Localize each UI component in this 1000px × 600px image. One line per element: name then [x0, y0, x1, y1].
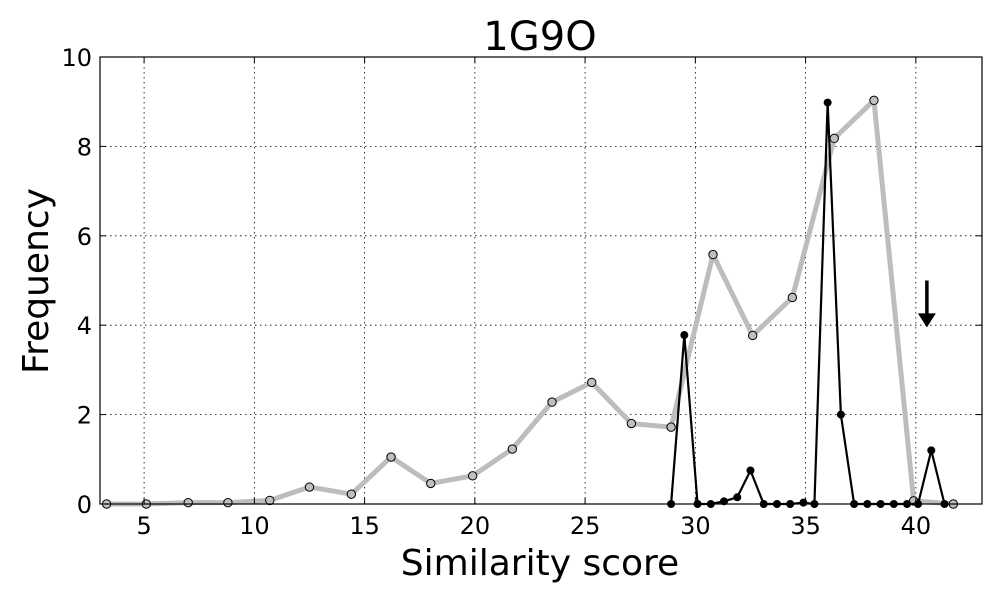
series-gray-point — [626, 418, 637, 429]
series-gray-point — [666, 422, 676, 432]
y-tick-label: 4 — [77, 312, 92, 340]
series-gray-point — [869, 95, 879, 106]
y-tick-labels: 0 2 4 6 8 10 — [61, 44, 92, 519]
x-tick-label: 25 — [570, 512, 601, 540]
x-tick-labels: 5 10 15 20 25 30 35 40 — [136, 512, 931, 540]
series-black-point — [680, 331, 689, 340]
series-gray-point — [223, 497, 233, 508]
y-tick-label: 10 — [61, 44, 92, 72]
series-gray-point — [265, 495, 275, 506]
x-tick-label: 10 — [239, 512, 270, 540]
x-axis-title: Similarity score — [401, 543, 679, 584]
y-tick-label: 0 — [77, 491, 92, 519]
series-black-line — [669, 101, 946, 506]
annotations — [917, 280, 936, 328]
series-black-point — [799, 498, 808, 507]
series-gray-line — [106, 97, 954, 507]
series-gray-point — [747, 330, 758, 341]
series-gray-point — [829, 133, 839, 144]
x-tick-label: 5 — [136, 512, 151, 540]
y-tick-label: 8 — [77, 133, 92, 161]
chart-title: 1G9O — [483, 14, 596, 60]
series-gray-point — [304, 482, 315, 492]
series-gray-point — [183, 497, 193, 508]
series-gray-point — [426, 478, 436, 489]
series-black-point — [746, 466, 755, 475]
series-black-point — [823, 98, 832, 107]
y-axis-title: Frequency — [16, 188, 57, 374]
y-tick-label: 6 — [77, 223, 92, 251]
series-gray-point — [587, 377, 597, 388]
series-black-point — [720, 497, 729, 506]
x-tick-label: 40 — [901, 512, 932, 540]
series-gray-point — [467, 471, 478, 481]
series-black-point — [733, 493, 742, 502]
series-gray-point — [547, 397, 557, 407]
x-tick-label: 35 — [790, 512, 821, 540]
series-gray-point — [708, 249, 718, 260]
series-gray-point — [507, 444, 518, 454]
series-gray — [101, 95, 959, 509]
series-black-point — [927, 446, 936, 455]
x-tick-label: 15 — [349, 512, 380, 540]
y-tick-label: 2 — [77, 402, 92, 430]
plot-frame — [99, 56, 983, 505]
ticks — [100, 56, 982, 505]
x-tick-label: 20 — [460, 512, 491, 540]
x-tick-label: 30 — [680, 512, 711, 540]
series-gray-point — [386, 452, 396, 462]
series-black-point — [836, 410, 845, 419]
arrow-head — [917, 313, 936, 328]
series-gray-point — [346, 489, 357, 499]
series-gray-point — [787, 292, 798, 303]
